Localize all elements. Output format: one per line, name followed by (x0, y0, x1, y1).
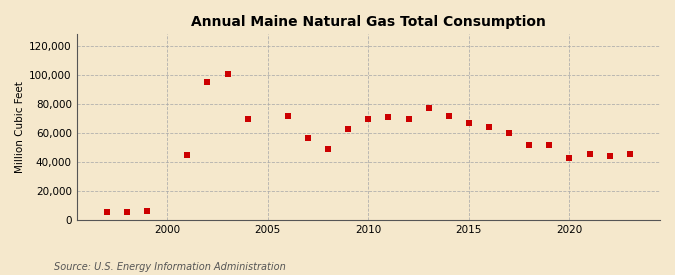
Point (323, 147, 333, 151)
Point (483, 125, 494, 130)
Point (363, 116, 374, 121)
Point (222, 72, 233, 76)
Text: Source: U.S. Energy Information Administration: Source: U.S. Energy Information Administ… (54, 262, 286, 272)
Point (564, 156, 575, 160)
Point (584, 151, 595, 156)
Point (624, 152, 635, 156)
Point (282, 114, 293, 118)
Point (202, 80, 213, 84)
Point (443, 114, 454, 119)
Title: Annual Maine Natural Gas Total Consumption: Annual Maine Natural Gas Total Consumpti… (191, 15, 546, 29)
Point (464, 121, 475, 125)
Point (302, 135, 313, 140)
Point (524, 143, 535, 147)
Point (101, 210, 112, 214)
Point (182, 153, 192, 157)
Point (142, 209, 153, 213)
Point (544, 143, 555, 147)
Point (383, 115, 394, 119)
Point (423, 106, 434, 111)
Point (343, 126, 354, 131)
Point (242, 116, 253, 121)
Point (122, 210, 132, 214)
Point (604, 153, 615, 158)
Point (504, 131, 514, 135)
Point (403, 116, 414, 121)
Y-axis label: Million Cubic Feet: Million Cubic Feet (15, 81, 25, 173)
